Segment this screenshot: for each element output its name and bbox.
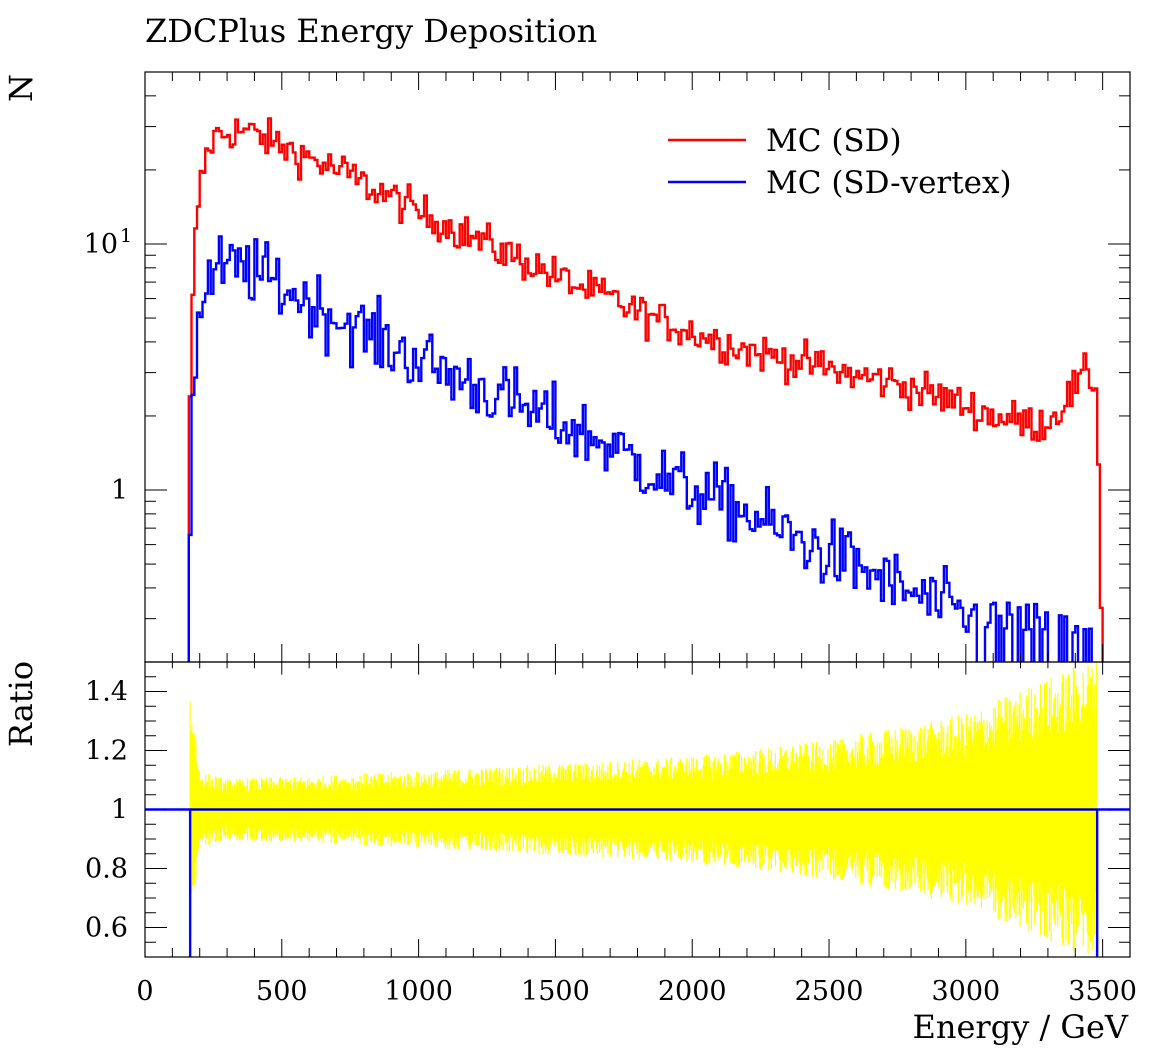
y-tick-label-ratio: 1.4 xyxy=(85,677,128,708)
x-tick-label: 1500 xyxy=(521,976,590,1007)
y-tick-label-main: 10 xyxy=(84,229,118,260)
y-axis-label-ratio: Ratio xyxy=(2,661,40,747)
series-group xyxy=(187,117,1104,662)
y-tick-label-ratio: 1 xyxy=(111,795,128,826)
y-tick-label-ratio: 0.6 xyxy=(85,913,128,944)
x-tick-label: 3500 xyxy=(1068,976,1137,1007)
y-axis-label-main: N xyxy=(2,74,40,102)
chart-title: ZDCPlus Energy Deposition xyxy=(145,12,597,50)
main-frame xyxy=(144,71,1131,663)
x-tick-label: 3000 xyxy=(931,976,1000,1007)
x-tick-label: 1000 xyxy=(384,976,453,1007)
x-tick-label: 500 xyxy=(256,976,308,1007)
x-tick-label: 0 xyxy=(136,976,153,1007)
legend: MC (SD) MC (SD-vertex) xyxy=(668,123,1012,201)
y-tick-label-exponent: 1 xyxy=(120,225,132,247)
legend-label: MC (SD) xyxy=(766,123,902,159)
x-tick-label: 2500 xyxy=(795,976,864,1007)
y-tick-label-main: 1 xyxy=(111,475,128,506)
y-tick-label-ratio: 1.2 xyxy=(85,736,128,767)
x-axis-label: Energy / GeV xyxy=(913,1008,1129,1046)
series-line-mc-sd xyxy=(187,117,1104,662)
legend-label: MC (SD-vertex) xyxy=(766,165,1012,201)
x-tick-label: 2000 xyxy=(658,976,727,1007)
series-line-mc-sd-vertex xyxy=(187,235,1099,662)
y-tick-label-ratio: 0.8 xyxy=(85,854,128,885)
